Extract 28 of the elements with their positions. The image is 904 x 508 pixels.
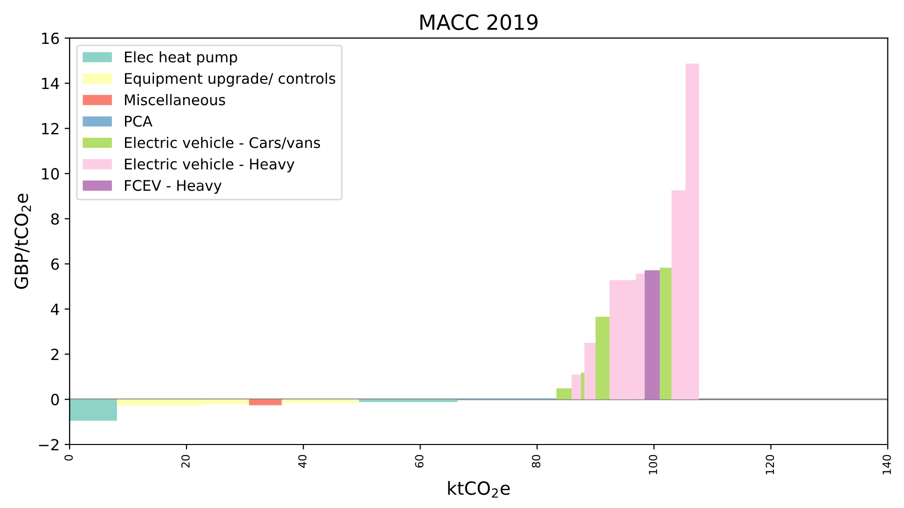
x-tick-label: 0 [64, 454, 73, 461]
legend-label: Electric vehicle - Heavy [124, 158, 294, 172]
y-tick-label: 0 [51, 394, 59, 406]
legend-label: Equipment upgrade/ controls [124, 72, 336, 87]
x-tick-label: 80 [532, 454, 540, 468]
x-tick-label: 120 [766, 454, 774, 474]
y-tick-label: 12 [42, 122, 58, 134]
x-tick-label: 20 [181, 454, 190, 468]
x-tick-label: 100 [648, 454, 658, 474]
legend-label: PCA [124, 116, 152, 127]
x-tick-label: 60 [415, 454, 424, 468]
y-tick-label: 10 [42, 168, 59, 180]
x-tick-label: 40 [298, 454, 307, 468]
y-tick-label: 8 [51, 213, 59, 225]
y-tick-label: −2 [38, 438, 58, 450]
chart-title: MACC 2019 [420, 14, 538, 30]
legend-label: Elec heat pump [124, 51, 238, 66]
legend-label: Miscellaneous [124, 94, 226, 106]
y-tick-label: 6 [51, 258, 59, 270]
y-tick-label: 16 [42, 32, 59, 44]
y-tick-label: 2 [51, 348, 58, 360]
y-axis-title: GBP/tCO$_{2}$e [14, 194, 31, 289]
y-tick-label: 4 [50, 304, 60, 315]
legend-label: Electric vehicle - Cars/vans [124, 136, 320, 150]
legend-label: FCEV - Heavy [124, 180, 222, 194]
x-tick-label: 140 [882, 454, 891, 474]
y-tick-label: 14 [42, 78, 60, 90]
x-axis-title: ktCO$_{2}$e [448, 480, 510, 498]
